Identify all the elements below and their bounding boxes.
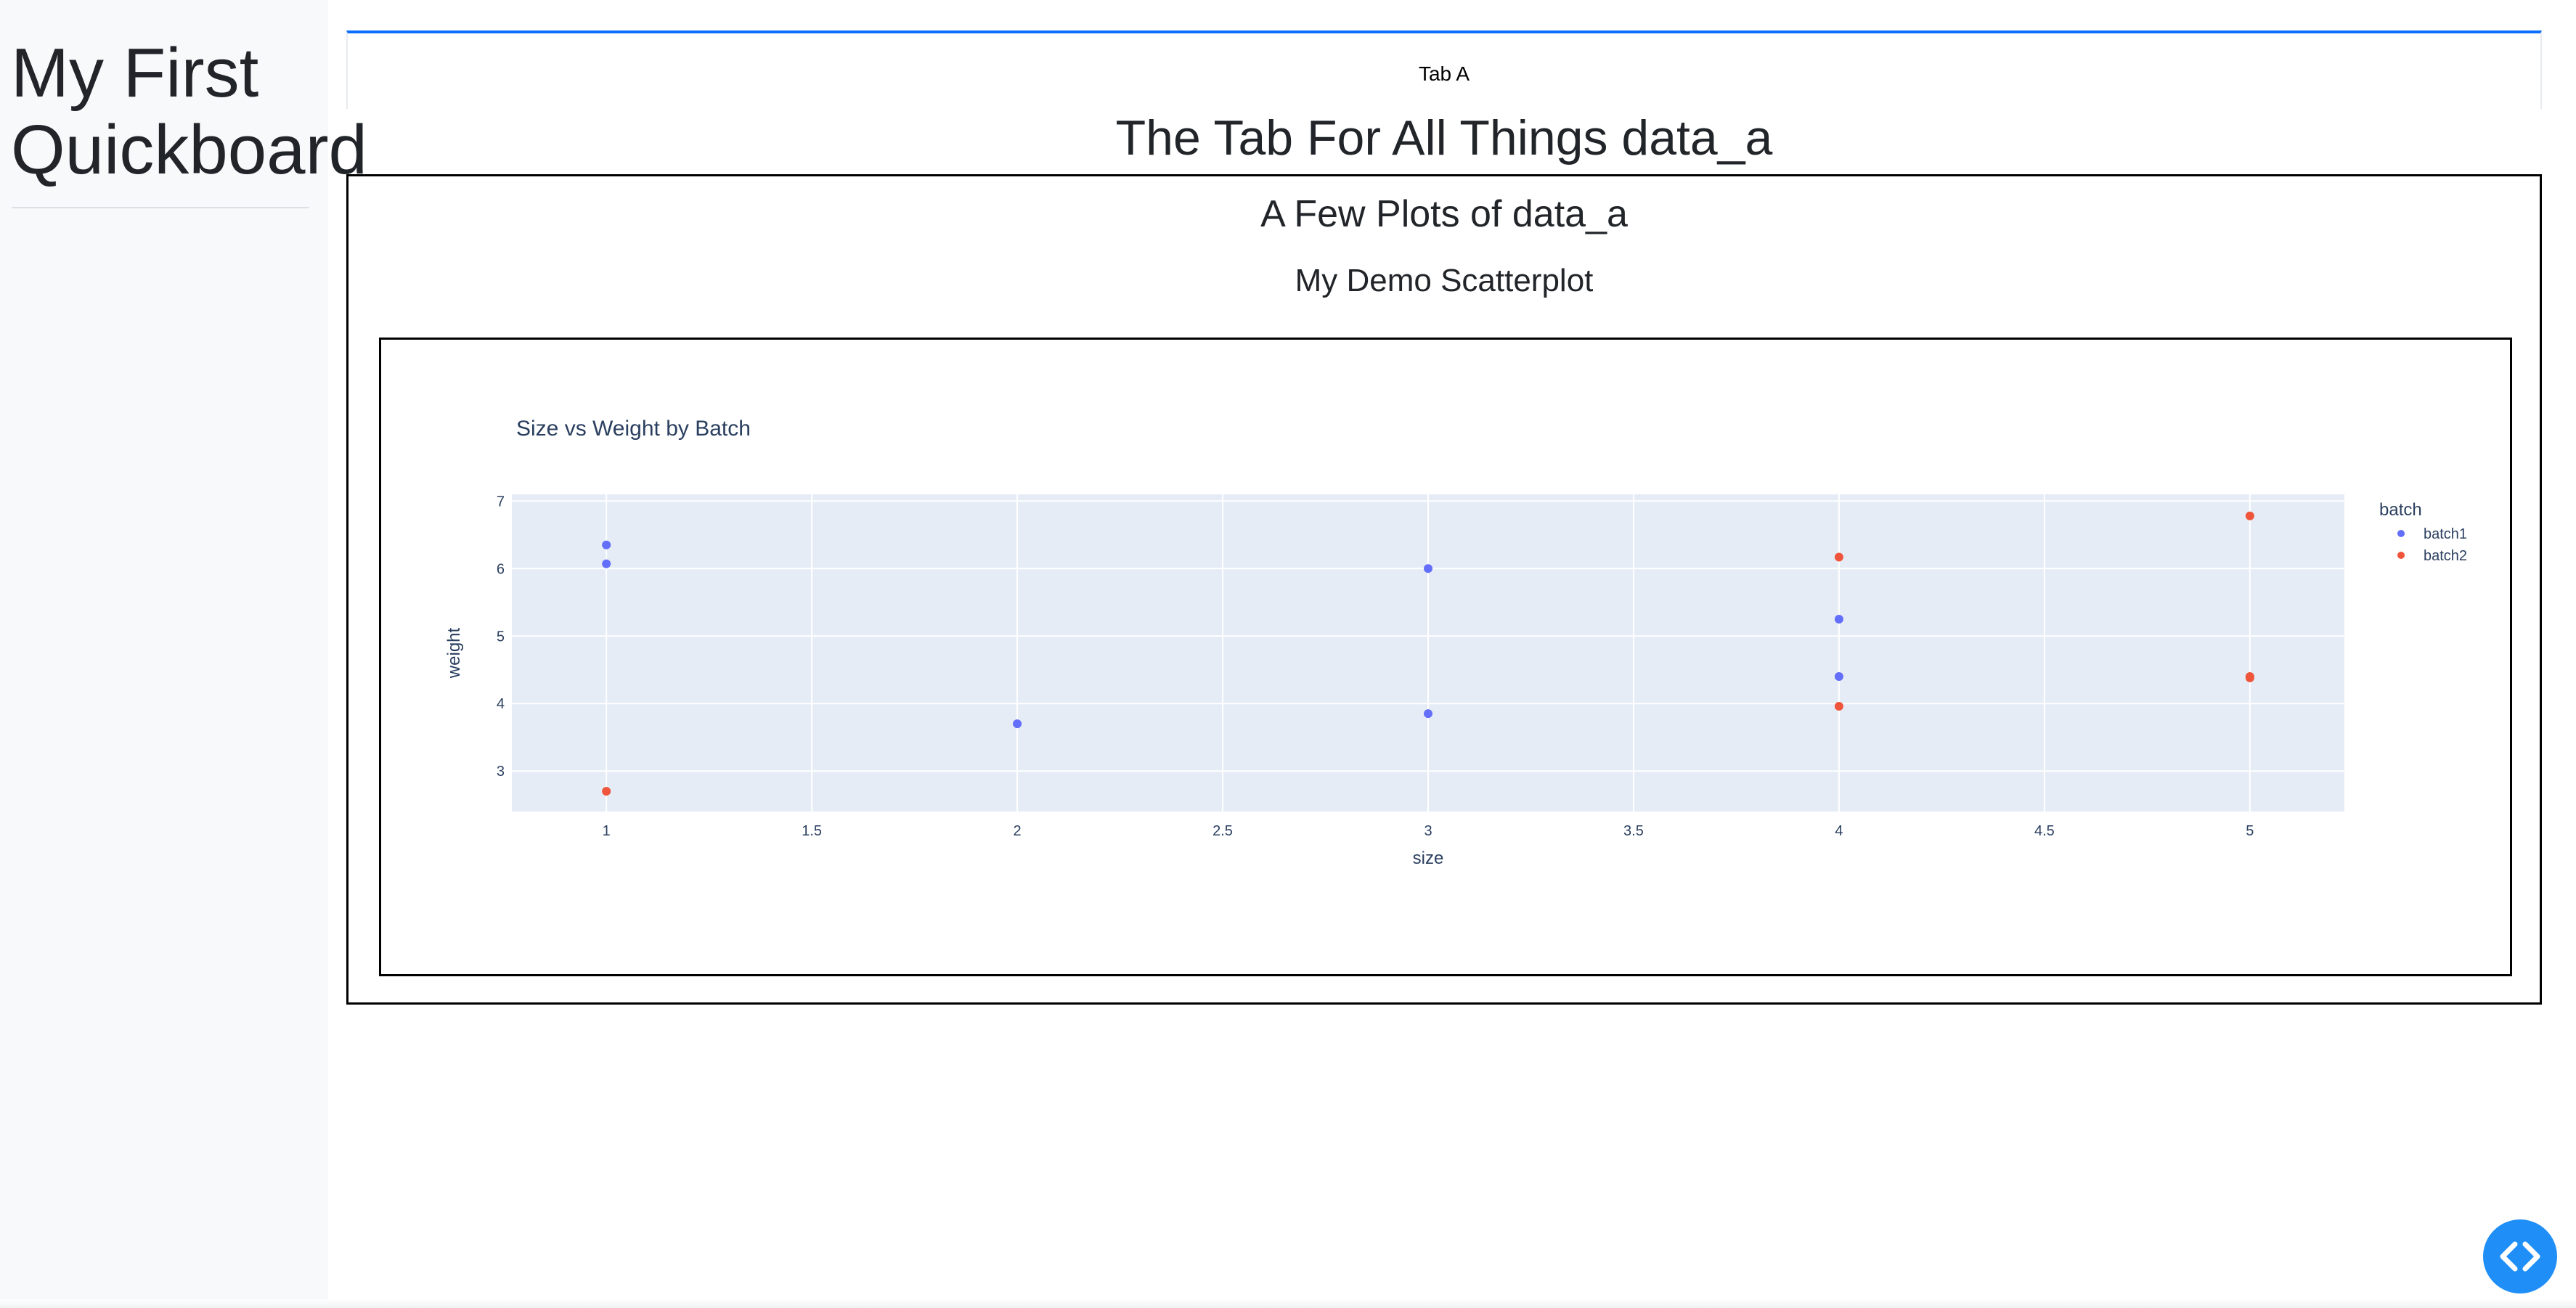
legend-marker-batch2[interactable] (2397, 552, 2405, 559)
legend-label-batch1: batch1 (2424, 526, 2467, 542)
x-tick-label: 4 (1835, 823, 1843, 839)
section-heading: A Few Plots of data_a (1260, 193, 1628, 235)
tab-bar: Tab A (346, 30, 2542, 109)
scatter-point-batch2[interactable] (2245, 672, 2254, 682)
x-tick-label: 2.5 (1212, 823, 1233, 839)
scatter-point-batch1[interactable] (1424, 564, 1432, 573)
scatter-point-batch2[interactable] (1834, 552, 1843, 562)
scatter-point-batch2[interactable] (1834, 701, 1843, 711)
app-title: My First Quickboard (11, 34, 367, 189)
plot-heading: My Demo Scatterplot (1295, 263, 1594, 298)
y-tick-label: 3 (497, 764, 505, 780)
scatter-point-batch1[interactable] (602, 540, 611, 549)
scatterplot-chart[interactable]: 1 1.5 2 2.5 3 3.5 4 4.5 5 3 4 5 6 7 Size vs Weight by … (381, 340, 2510, 974)
x-tick-label: 5 (2246, 823, 2254, 839)
sidebar: My First Quickboard (0, 0, 367, 1308)
y-axis-label: weight (444, 627, 464, 679)
x-tick-label: 1 (603, 823, 611, 839)
y-tick-label: 7 (497, 494, 505, 510)
x-axis-label: size (1413, 849, 1444, 868)
y-tick-label: 6 (497, 561, 505, 577)
scatter-point-batch1[interactable] (1424, 709, 1432, 719)
scatterplot-container: 1 1.5 2 2.5 3 3.5 4 4.5 5 3 4 5 6 7 Size vs Weight by … (379, 338, 2512, 976)
x-tick-label: 3 (1424, 823, 1432, 839)
y-tick-label: 4 (497, 696, 505, 712)
sidebar-divider (12, 207, 309, 208)
scatter-point-batch2[interactable] (2245, 511, 2254, 520)
tab-a[interactable]: Tab A (1418, 62, 1470, 85)
legend-label-batch2: batch2 (2424, 548, 2467, 564)
scatter-point-batch1[interactable] (1834, 615, 1843, 624)
x-tick-label: 2 (1014, 823, 1022, 839)
x-tick-label: 1.5 (802, 823, 822, 839)
scatter-point-batch1[interactable] (602, 559, 611, 568)
page-heading: The Tab For All Things data_a (1115, 110, 1773, 165)
code-icon (2500, 1241, 2540, 1272)
code-toggle-button[interactable] (2483, 1219, 2557, 1293)
x-tick-label: 3.5 (1623, 823, 1644, 839)
plots-container: A Few Plots of data_a My Demo Scatterplo… (346, 174, 2542, 1005)
legend-title: batch (2379, 500, 2422, 520)
bottom-edge (0, 1299, 2576, 1308)
scatter-point-batch1[interactable] (1834, 672, 1843, 682)
chart-title: Size vs Weight by Batch (516, 417, 751, 441)
y-tick-label: 5 (497, 629, 505, 645)
scatter-point-batch1[interactable] (1013, 719, 1022, 729)
scatter-point-batch2[interactable] (602, 787, 611, 796)
legend-marker-batch1[interactable] (2397, 530, 2405, 537)
x-tick-label: 4.5 (2034, 823, 2055, 839)
